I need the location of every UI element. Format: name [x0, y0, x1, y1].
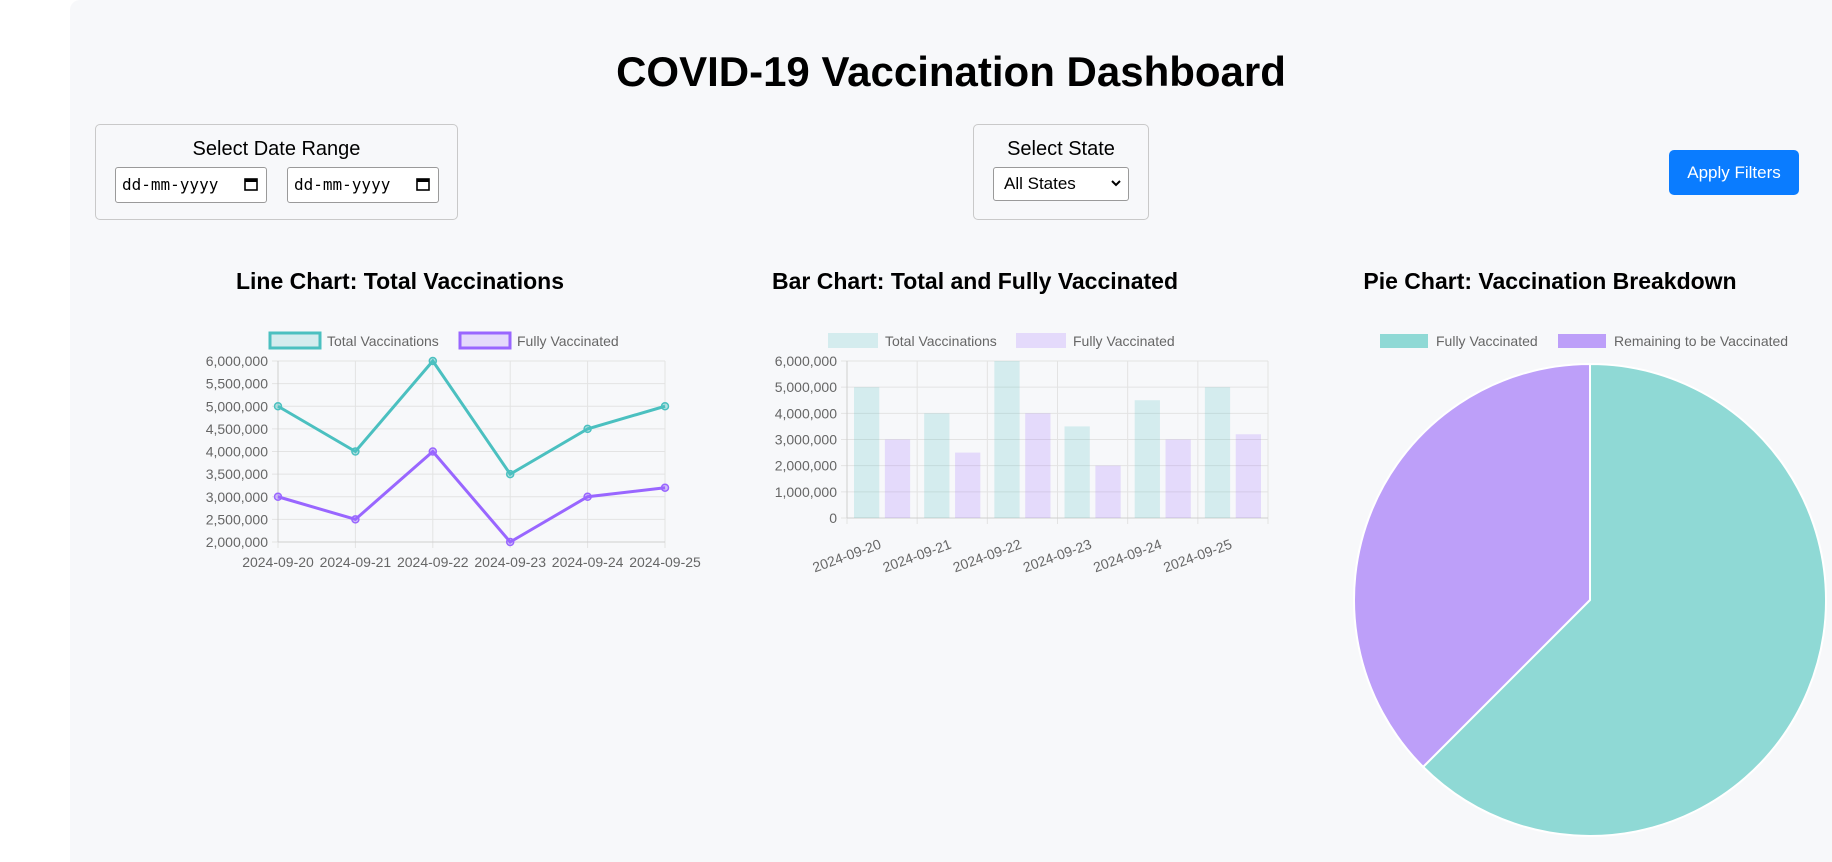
start-date-input[interactable]: dd-mm-yyyy — [115, 167, 267, 203]
x-tick-label: 2024-09-21 — [880, 536, 953, 576]
x-tick-label: 2024-09-21 — [320, 554, 392, 570]
y-tick-label: 4,000,000 — [775, 405, 837, 421]
data-point — [351, 515, 360, 524]
legend-label: Fully Vaccinated — [517, 333, 619, 349]
data-point — [351, 447, 360, 456]
x-tick-label: 2024-09-20 — [242, 554, 314, 570]
y-tick-label: 5,000,000 — [775, 379, 837, 395]
bar — [1204, 387, 1231, 518]
y-tick-label: 5,500,000 — [206, 376, 268, 392]
calendar-icon[interactable] — [244, 177, 258, 191]
page-title: COVID-19 Vaccination Dashboard — [616, 48, 1286, 95]
chevron-down-icon — [1111, 180, 1121, 187]
x-tick-label: 2024-09-22 — [397, 554, 469, 570]
series-line — [277, 358, 666, 477]
start-date-value: dd-mm-yyyy — [122, 175, 219, 194]
bar — [1235, 434, 1261, 518]
apply-filters-button[interactable]: Apply Filters — [1669, 150, 1799, 195]
y-tick-label: 3,000,000 — [206, 489, 268, 505]
series-line — [277, 449, 666, 544]
legend-label: Total Vaccinations — [885, 333, 997, 349]
data-point — [505, 537, 515, 547]
bar — [1134, 400, 1160, 518]
y-tick-label: 3,000,000 — [775, 432, 837, 448]
legend-swatch — [828, 333, 878, 348]
y-tick-label: 4,500,000 — [206, 421, 268, 437]
pie-chart: Fully Vaccinated Remaining to be Vaccinat… — [1353, 333, 1827, 837]
end-date-input[interactable]: dd-mm-yyyy — [287, 167, 439, 203]
bar — [955, 452, 981, 518]
y-tick-label: 2,500,000 — [206, 511, 268, 527]
legend-label: Remaining to be Vaccinated — [1614, 333, 1788, 349]
legend-label: Fully Vaccinated — [1436, 333, 1538, 349]
y-tick-label: 2,000,000 — [775, 458, 837, 474]
data-point — [583, 424, 592, 434]
y-tick-label: 3,500,000 — [206, 466, 268, 482]
legend-swatch — [458, 331, 512, 350]
y-tick-label: 5,000,000 — [206, 398, 268, 414]
data-point — [428, 447, 438, 456]
dashboard-panel: COVID-19 Vaccination Dashboard Select Da… — [70, 0, 1832, 862]
bar — [854, 387, 880, 518]
y-tick-label: 1,000,000 — [775, 484, 837, 500]
x-tick-label: 2024-09-24 — [552, 554, 624, 570]
data-point — [660, 402, 670, 411]
data-point — [505, 469, 515, 479]
line-chart: Total Vaccinations Fully Vaccinated 6,000,… — [206, 331, 701, 570]
date-range-label: Select Date Range — [192, 138, 361, 160]
data-point — [583, 492, 592, 501]
state-select[interactable]: All States — [993, 167, 1129, 201]
legend-swatch — [1016, 333, 1066, 348]
x-tick-label: 2024-09-25 — [1161, 536, 1234, 576]
state-filter: Select State All States — [973, 124, 1149, 220]
data-point — [273, 402, 283, 411]
x-tick-label: 2024-09-25 — [629, 554, 701, 570]
data-point — [428, 356, 438, 366]
x-tick-label: 2024-09-23 — [1021, 536, 1094, 576]
state-selected-value: All States — [1004, 174, 1076, 193]
legend-swatch — [1380, 334, 1428, 348]
state-label: Select State — [1007, 138, 1115, 160]
legend-label: Fully Vaccinated — [1073, 333, 1175, 349]
bar — [884, 439, 911, 518]
pie-chart-title: Pie Chart: Vaccination Breakdown — [1363, 268, 1737, 294]
y-tick-label: 6,000,000 — [206, 353, 268, 369]
end-date-value: dd-mm-yyyy — [294, 175, 391, 194]
bar-chart: Total Vaccinations Fully Vaccinated 6,000,… — [775, 333, 1269, 576]
bar — [994, 361, 1020, 518]
legend-swatch — [268, 331, 322, 350]
bar — [924, 413, 950, 518]
bar-chart-title: Bar Chart: Total and Fully Vaccinated — [772, 268, 1178, 294]
legend-label: Total Vaccinations — [327, 333, 439, 349]
bar — [1064, 426, 1090, 518]
bar — [1165, 439, 1191, 518]
y-tick-label: 2,000,000 — [206, 534, 268, 550]
y-tick-label: 4,000,000 — [206, 444, 268, 460]
bar — [1095, 465, 1121, 518]
line-chart-title: Line Chart: Total Vaccinations — [235, 268, 565, 294]
y-tick-label: 6,000,000 — [775, 353, 837, 369]
pie-slice — [1421, 362, 1827, 837]
x-tick-label: 2024-09-22 — [951, 536, 1024, 576]
data-point — [273, 492, 283, 501]
date-range-filter: Select Date Range dd-mm-yyyy dd-mm-yyyy — [95, 124, 458, 220]
calendar-icon[interactable] — [416, 177, 430, 191]
pie-slice — [1353, 362, 1591, 769]
y-tick-label: 0 — [829, 510, 837, 526]
data-point — [660, 483, 670, 492]
legend-swatch — [1558, 334, 1606, 348]
x-tick-label: 2024-09-20 — [810, 536, 883, 576]
x-tick-label: 2024-09-24 — [1091, 536, 1164, 576]
x-tick-label: 2024-09-23 — [474, 554, 546, 570]
bar — [1025, 413, 1051, 518]
